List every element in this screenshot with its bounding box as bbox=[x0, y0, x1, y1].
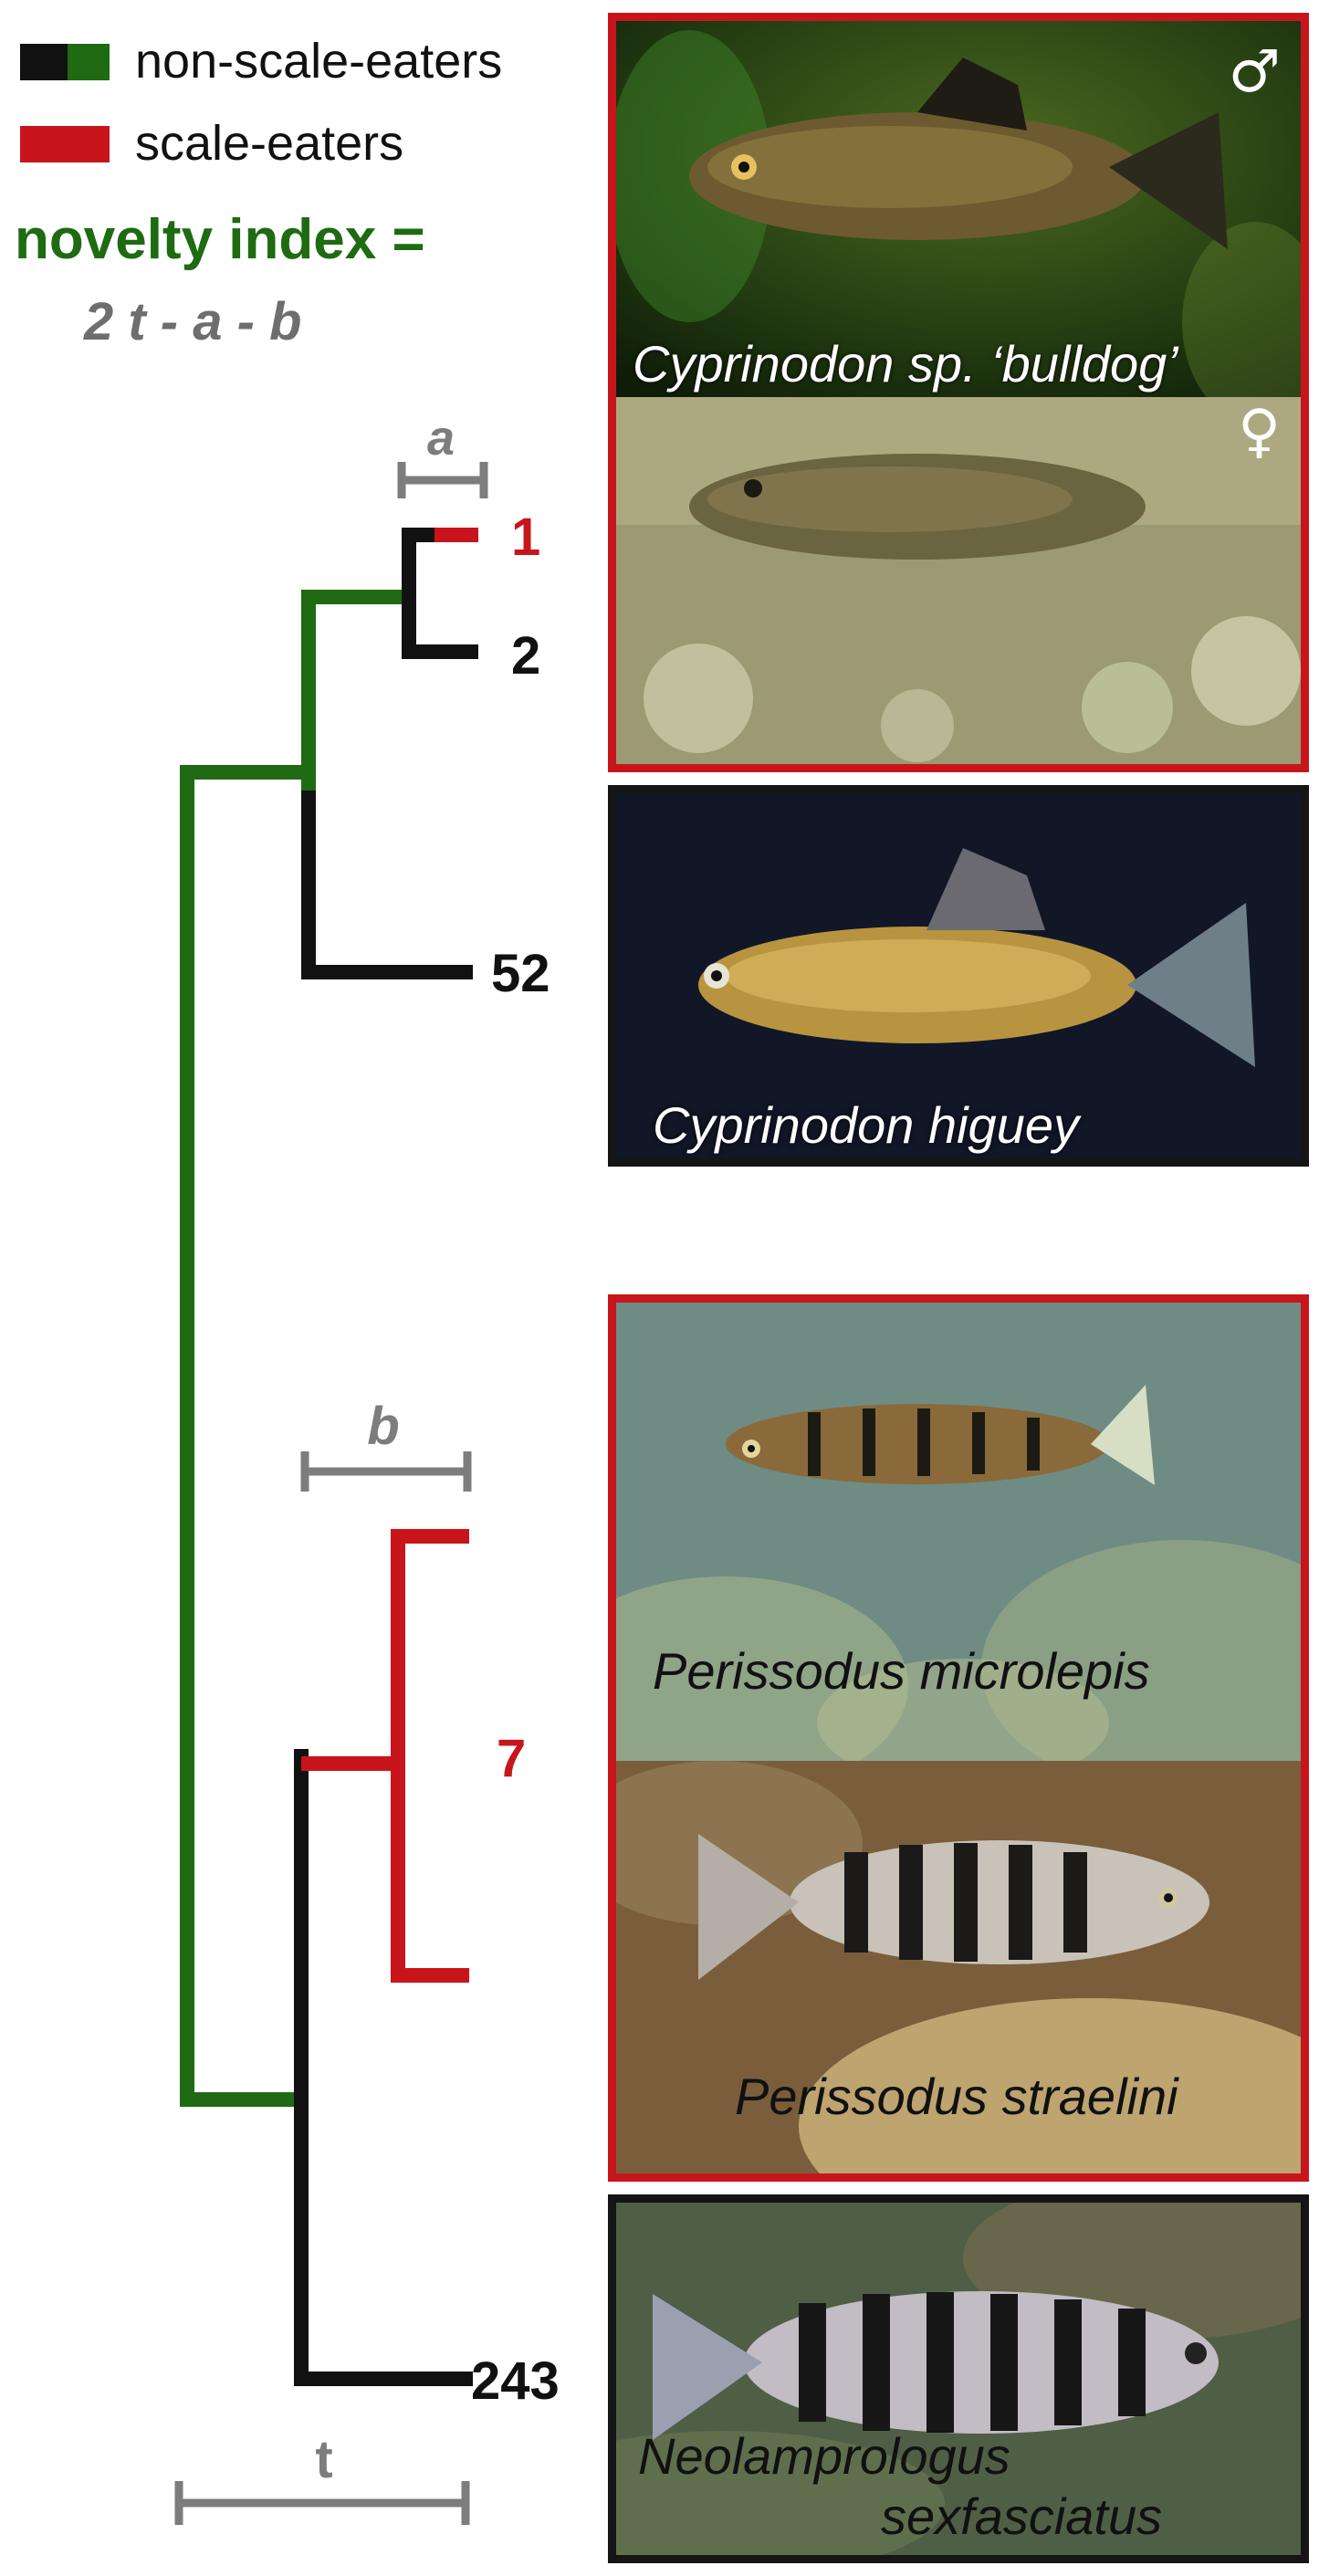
photo-higuey: Cyprinodon higuey bbox=[616, 793, 1301, 1158]
photo-panel-bulldog: ♂ Cyprinodon sp. ‘bulldog’ ♀ bbox=[608, 13, 1309, 772]
photo-panel-sexfasciatus: Neolamprologus sexfasciatus bbox=[608, 2194, 1309, 2563]
phylogenetic-tree: a b t 1 2 52 7 243 bbox=[174, 411, 560, 2525]
tip-label-2: 2 bbox=[511, 626, 540, 686]
caption-straelini: Perissodus straelini bbox=[735, 2068, 1178, 2125]
photo-panel-higuey: Cyprinodon higuey bbox=[608, 785, 1309, 1167]
legend-swatch-green bbox=[68, 44, 110, 80]
branch-length-bar-t bbox=[174, 2481, 470, 2525]
legend-swatch-red bbox=[20, 126, 110, 162]
branch-label-t: t bbox=[315, 2430, 332, 2489]
tip-label-1: 1 bbox=[511, 508, 540, 567]
caption-higuey: Cyprinodon higuey bbox=[653, 1096, 1079, 1154]
caption-bulldog: Cyprinodon sp. ‘bulldog’ bbox=[633, 335, 1178, 393]
legend-swatch-black bbox=[20, 44, 68, 80]
legend-label-scale-eaters: scale-eaters bbox=[135, 116, 404, 171]
caption-sexfasciatus-line1: Neolamprologus bbox=[638, 2427, 1010, 2485]
branch-label-a: a bbox=[427, 411, 455, 466]
tip-label-243: 243 bbox=[471, 2351, 560, 2411]
caption-sexfasciatus-line2: sexfasciatus bbox=[881, 2487, 1163, 2545]
novelty-index-title: novelty index = bbox=[15, 208, 425, 271]
branch-length-bar-a bbox=[397, 462, 488, 498]
photo-straelini: Perissodus straelini bbox=[616, 1761, 1301, 2173]
novelty-index-equation: 2 t - a - b bbox=[84, 292, 302, 351]
legend-label-non-scale-eaters: non-scale-eaters bbox=[135, 34, 503, 89]
branch-length-bar-b bbox=[300, 1451, 472, 1492]
photo-bulldog-female: ♀ bbox=[616, 397, 1301, 764]
photo-microlepis: Perissodus microlepis bbox=[616, 1303, 1301, 1761]
male-symbol: ♂ bbox=[1228, 38, 1281, 106]
photo-panel-perissodus: Perissodus microlepis Perissodus straeli… bbox=[608, 1294, 1309, 2182]
caption-microlepis: Perissodus microlepis bbox=[653, 1642, 1150, 1700]
branch-label-b: b bbox=[367, 1397, 399, 1456]
tip-label-52: 52 bbox=[491, 944, 550, 1003]
female-symbol: ♀ bbox=[1238, 398, 1281, 466]
tip-label-7: 7 bbox=[497, 1729, 526, 1788]
photo-bulldog-male: ♂ Cyprinodon sp. ‘bulldog’ bbox=[616, 21, 1301, 397]
photo-sexfasciatus: Neolamprologus sexfasciatus bbox=[616, 2203, 1301, 2555]
